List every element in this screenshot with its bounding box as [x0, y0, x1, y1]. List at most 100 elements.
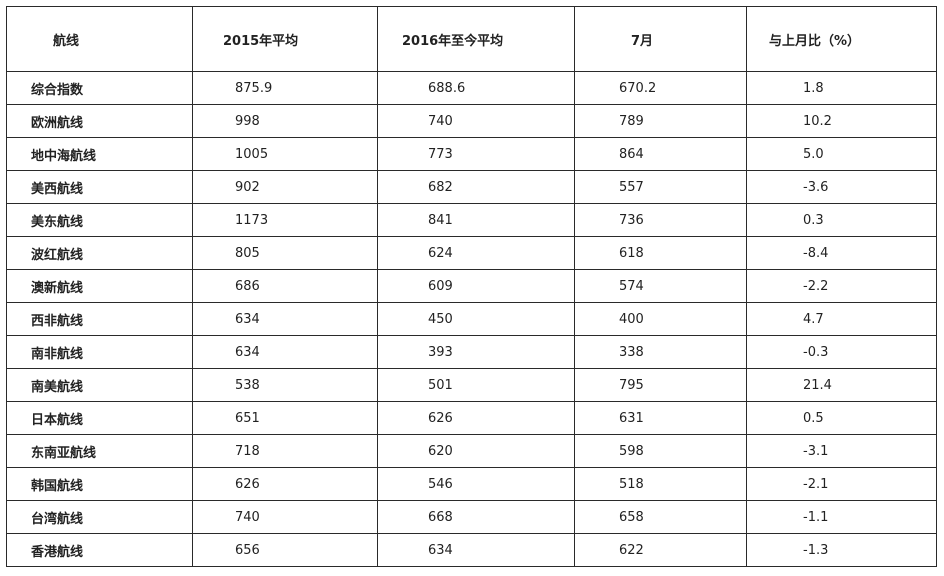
table-row: 香港航线 656 634 622 -1.3	[6, 533, 937, 567]
row-route-cell: 台湾航线	[6, 500, 193, 534]
row-july-cell: 736	[574, 203, 747, 237]
row-july-cell: 618	[574, 236, 747, 270]
row-avg-2016-cell: 393	[377, 335, 575, 369]
row-july-cell: 795	[574, 368, 747, 402]
row-avg-2015-cell: 740	[192, 500, 378, 534]
row-change-cell: -0.3	[746, 335, 937, 369]
row-change-cell: -1.3	[746, 533, 937, 567]
row-avg-2015-cell: 656	[192, 533, 378, 567]
freight-index-table-container: 航线 2015年平均 2016年至今平均 7月 与上月比（%） 综合指数 875.…	[6, 6, 937, 567]
row-avg-2016-cell: 841	[377, 203, 575, 237]
table-row: 东南亚航线 718 620 598 -3.1	[6, 434, 937, 468]
row-change-cell: 10.2	[746, 104, 937, 138]
header-july: 7月	[574, 6, 747, 72]
row-avg-2015-cell: 1173	[192, 203, 378, 237]
row-avg-2016-cell: 634	[377, 533, 575, 567]
row-change-cell: -1.1	[746, 500, 937, 534]
row-change-cell: -2.1	[746, 467, 937, 501]
row-avg-2015-cell: 805	[192, 236, 378, 270]
row-route-cell: 南非航线	[6, 335, 193, 369]
row-avg-2015-cell: 1005	[192, 137, 378, 171]
header-avg-2015: 2015年平均	[192, 6, 378, 72]
header-change: 与上月比（%）	[746, 6, 937, 72]
row-july-cell: 622	[574, 533, 747, 567]
table-row: 美西航线 902 682 557 -3.6	[6, 170, 937, 204]
table-row: 综合指数 875.9 688.6 670.2 1.8	[6, 71, 937, 105]
row-avg-2015-cell: 998	[192, 104, 378, 138]
row-avg-2015-cell: 634	[192, 335, 378, 369]
freight-index-table: 航线 2015年平均 2016年至今平均 7月 与上月比（%） 综合指数 875.…	[6, 6, 937, 567]
table-row: 波红航线 805 624 618 -8.4	[6, 236, 937, 270]
row-change-cell: 0.3	[746, 203, 937, 237]
row-avg-2015-cell: 686	[192, 269, 378, 303]
row-route-cell: 波红航线	[6, 236, 193, 270]
table-header: 航线 2015年平均 2016年至今平均 7月 与上月比（%）	[6, 6, 937, 72]
row-july-cell: 658	[574, 500, 747, 534]
row-avg-2016-cell: 668	[377, 500, 575, 534]
row-avg-2016-cell: 740	[377, 104, 575, 138]
table-row: 南美航线 538 501 795 21.4	[6, 368, 937, 402]
row-route-cell: 东南亚航线	[6, 434, 193, 468]
row-july-cell: 631	[574, 401, 747, 435]
row-change-cell: 21.4	[746, 368, 937, 402]
row-avg-2016-cell: 682	[377, 170, 575, 204]
row-avg-2015-cell: 651	[192, 401, 378, 435]
row-route-cell: 欧洲航线	[6, 104, 193, 138]
row-july-cell: 864	[574, 137, 747, 171]
table-body: 综合指数 875.9 688.6 670.2 1.8 欧洲航线 998 740 789 10.2 地…	[6, 71, 937, 567]
row-change-cell: 5.0	[746, 137, 937, 171]
row-july-cell: 338	[574, 335, 747, 369]
row-july-cell: 789	[574, 104, 747, 138]
row-route-cell: 澳新航线	[6, 269, 193, 303]
row-avg-2016-cell: 773	[377, 137, 575, 171]
row-july-cell: 518	[574, 467, 747, 501]
row-avg-2015-cell: 634	[192, 302, 378, 336]
row-avg-2015-cell: 538	[192, 368, 378, 402]
row-change-cell: -2.2	[746, 269, 937, 303]
row-route-cell: 香港航线	[6, 533, 193, 567]
row-july-cell: 574	[574, 269, 747, 303]
row-avg-2015-cell: 875.9	[192, 71, 378, 105]
row-avg-2016-cell: 450	[377, 302, 575, 336]
header-route: 航线	[6, 6, 193, 72]
table-row: 台湾航线 740 668 658 -1.1	[6, 500, 937, 534]
row-july-cell: 598	[574, 434, 747, 468]
row-avg-2016-cell: 620	[377, 434, 575, 468]
row-avg-2016-cell: 609	[377, 269, 575, 303]
row-change-cell: 1.8	[746, 71, 937, 105]
row-route-cell: 韩国航线	[6, 467, 193, 501]
row-change-cell: -8.4	[746, 236, 937, 270]
row-avg-2015-cell: 718	[192, 434, 378, 468]
row-change-cell: -3.1	[746, 434, 937, 468]
table-row: 南非航线 634 393 338 -0.3	[6, 335, 937, 369]
header-avg-2016: 2016年至今平均	[377, 6, 575, 72]
row-route-cell: 美东航线	[6, 203, 193, 237]
table-row: 韩国航线 626 546 518 -2.1	[6, 467, 937, 501]
table-row: 日本航线 651 626 631 0.5	[6, 401, 937, 435]
table-row: 西非航线 634 450 400 4.7	[6, 302, 937, 336]
row-avg-2016-cell: 624	[377, 236, 575, 270]
row-avg-2016-cell: 546	[377, 467, 575, 501]
row-avg-2016-cell: 688.6	[377, 71, 575, 105]
row-change-cell: -3.6	[746, 170, 937, 204]
table-row: 地中海航线 1005 773 864 5.0	[6, 137, 937, 171]
table-row: 欧洲航线 998 740 789 10.2	[6, 104, 937, 138]
header-row: 航线 2015年平均 2016年至今平均 7月 与上月比（%）	[6, 6, 937, 72]
row-route-cell: 西非航线	[6, 302, 193, 336]
row-change-cell: 0.5	[746, 401, 937, 435]
row-route-cell: 地中海航线	[6, 137, 193, 171]
row-route-cell: 南美航线	[6, 368, 193, 402]
table-row: 美东航线 1173 841 736 0.3	[6, 203, 937, 237]
row-july-cell: 670.2	[574, 71, 747, 105]
row-avg-2016-cell: 501	[377, 368, 575, 402]
row-route-cell: 综合指数	[6, 71, 193, 105]
row-avg-2016-cell: 626	[377, 401, 575, 435]
row-route-cell: 美西航线	[6, 170, 193, 204]
row-route-cell: 日本航线	[6, 401, 193, 435]
row-july-cell: 557	[574, 170, 747, 204]
table-row: 澳新航线 686 609 574 -2.2	[6, 269, 937, 303]
row-change-cell: 4.7	[746, 302, 937, 336]
row-avg-2015-cell: 902	[192, 170, 378, 204]
row-july-cell: 400	[574, 302, 747, 336]
row-avg-2015-cell: 626	[192, 467, 378, 501]
